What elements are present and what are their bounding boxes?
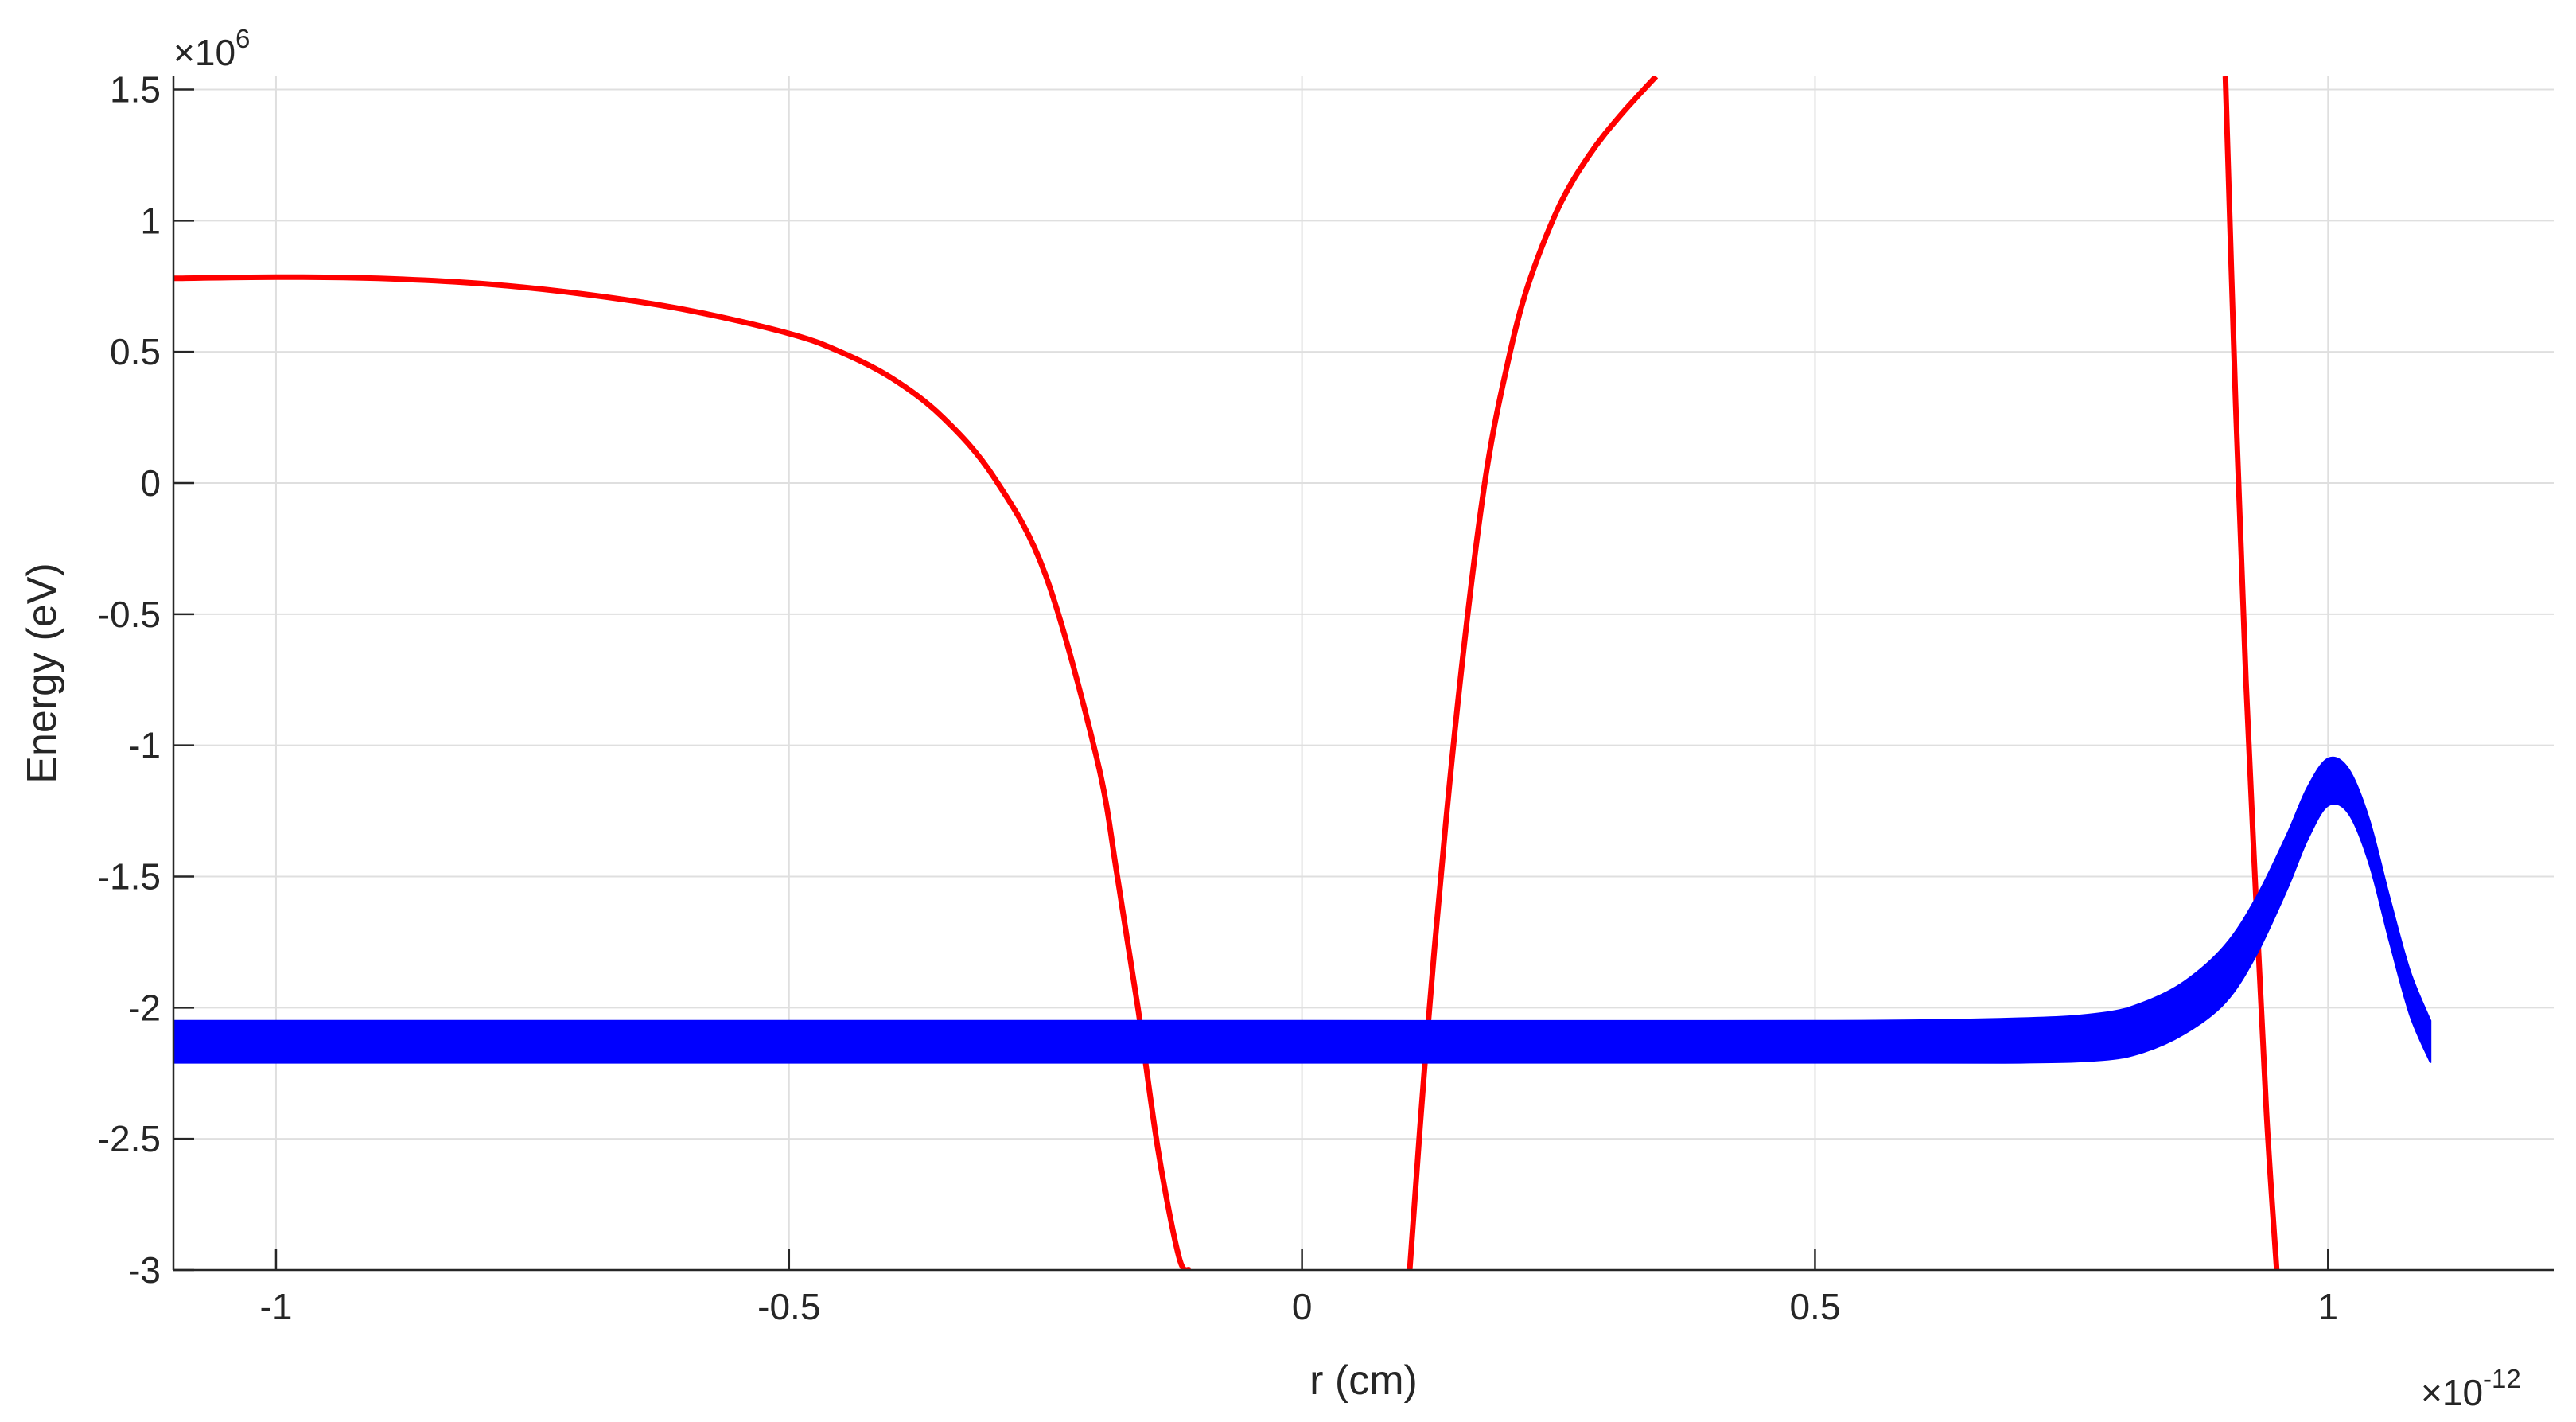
x-tick-label: 0 bbox=[1292, 1286, 1313, 1327]
y-axis-label: Energy (eV) bbox=[19, 563, 65, 783]
y-tick-label: -0.5 bbox=[98, 594, 161, 635]
y-tick-label: -2 bbox=[128, 987, 161, 1028]
x-tick-label: -0.5 bbox=[757, 1286, 820, 1327]
x-exponent-base: ×10 bbox=[2421, 1372, 2483, 1413]
x-axis-label: r (cm) bbox=[1309, 1358, 1418, 1404]
plot-background bbox=[173, 76, 2554, 1270]
y-tick-label: -1 bbox=[128, 725, 161, 766]
y-tick-label: -1.5 bbox=[98, 855, 161, 897]
x-tick-label: 0.5 bbox=[1789, 1286, 1840, 1327]
y-tick-label: -3 bbox=[128, 1249, 161, 1291]
y-tick-label: 0 bbox=[140, 462, 161, 504]
y-tick-label: 1.5 bbox=[110, 68, 161, 110]
axes bbox=[172, 76, 2554, 1272]
y-ticks: 1.5 1 0.5 0 -0.5 -1 -1.5 -2 -2.5 -3 bbox=[98, 68, 194, 1291]
blue-band-series bbox=[173, 756, 2432, 1064]
y-exponent-base: ×10 bbox=[173, 32, 235, 73]
red-curve-segment-2 bbox=[1407, 76, 1659, 1270]
x-ticks: -1 -0.5 0 0.5 1 bbox=[260, 1249, 2338, 1327]
red-curve-segment-3 bbox=[2222, 76, 2280, 1270]
x-exponent-label: ×10-12 bbox=[2421, 1364, 2521, 1413]
red-curve-segment-1 bbox=[173, 274, 1192, 1270]
x-exponent-power: -12 bbox=[2483, 1364, 2521, 1393]
x-tick-label: 1 bbox=[2317, 1286, 2338, 1327]
series-layer bbox=[173, 76, 2432, 1270]
y-tick-label: 0.5 bbox=[110, 331, 161, 372]
y-tick-label: -2.5 bbox=[98, 1118, 161, 1159]
y-exponent-power: 6 bbox=[235, 24, 250, 53]
x-tick-label: -1 bbox=[260, 1286, 293, 1327]
y-exponent-label: ×106 bbox=[173, 24, 250, 73]
y-tick-label: 1 bbox=[140, 200, 161, 241]
